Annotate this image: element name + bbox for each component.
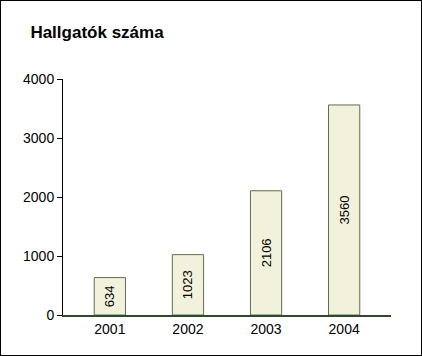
svg-text:Hallgatók száma: Hallgatók száma [30, 23, 164, 42]
svg-text:1023: 1023 [180, 270, 195, 299]
svg-text:634: 634 [102, 285, 117, 307]
svg-text:3560: 3560 [337, 196, 352, 225]
svg-text:2106: 2106 [259, 238, 274, 267]
svg-text:4000: 4000 [23, 71, 54, 87]
svg-text:1000: 1000 [23, 248, 54, 264]
svg-text:2004: 2004 [329, 321, 360, 337]
svg-text:2000: 2000 [23, 189, 54, 205]
svg-text:2003: 2003 [250, 321, 281, 337]
svg-text:3000: 3000 [23, 130, 54, 146]
svg-text:2002: 2002 [172, 321, 203, 337]
svg-text:0: 0 [46, 307, 54, 323]
svg-text:2001: 2001 [94, 321, 125, 337]
